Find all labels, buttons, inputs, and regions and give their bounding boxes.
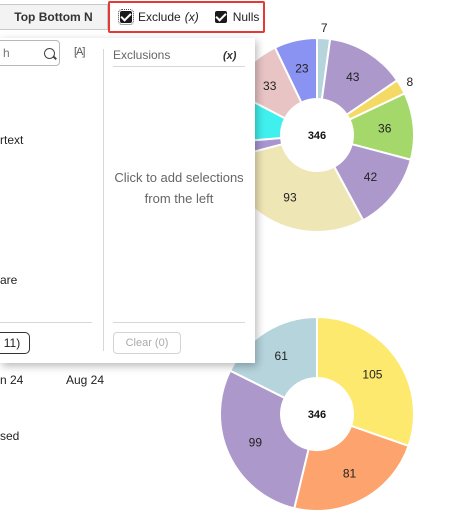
exclude-checkbox[interactable]: Exclude (x) xyxy=(118,9,199,25)
checkbox-checked-icon xyxy=(214,11,227,23)
top-bottom-n-tab[interactable]: Top Bottom N xyxy=(0,4,108,30)
date-label: Aug 24 xyxy=(66,373,105,387)
clear-button-label: Clear (0) xyxy=(125,337,169,349)
exclusions-badge: (x) xyxy=(223,50,237,62)
slice-label: 93 xyxy=(283,190,297,204)
list-item[interactable]: are xyxy=(0,273,18,287)
filter-panel xyxy=(0,38,255,363)
top-bottom-n-label: Top Bottom N xyxy=(14,10,93,24)
search-input-value: h xyxy=(3,46,10,60)
slice-label: 81 xyxy=(343,467,357,481)
checkbox-checked-icon xyxy=(118,9,134,25)
exclusions-title: Exclusions xyxy=(113,48,171,62)
donut-total-label: 346 xyxy=(308,130,326,142)
slice-label: 33 xyxy=(263,79,277,93)
donut-hole xyxy=(281,99,353,171)
panel-divider xyxy=(103,49,104,351)
slice-label: 99 xyxy=(249,436,263,450)
date-label: n 24 xyxy=(0,373,24,387)
donut-hole xyxy=(281,378,353,450)
slice-label: 43 xyxy=(346,70,360,84)
status-text: sed xyxy=(0,429,20,443)
clear-button[interactable]: Clear (0) xyxy=(113,332,181,354)
selection-count-button[interactable]: 11) xyxy=(0,332,30,354)
slice-label: 7 xyxy=(321,21,328,35)
exclusions-hint: Click to add selections from the left xyxy=(114,170,244,206)
list-footer-line xyxy=(0,322,92,323)
search-icon[interactable] xyxy=(44,48,55,59)
slice-label: 8 xyxy=(406,75,413,89)
exclude-label: Exclude xyxy=(138,10,181,24)
chart-1-slices: 743836429343323346 xyxy=(219,21,415,233)
exclude-nulls-highlight: Exclude (x) Nulls xyxy=(108,1,265,33)
match-case-icon[interactable]: [A] xyxy=(74,46,85,58)
exclude-suffix: (x) xyxy=(184,10,199,24)
chart-2-slices: 105 81 99 61 346 xyxy=(219,315,415,511)
nulls-checkbox[interactable]: Nulls xyxy=(214,10,260,24)
slice-label: 36 xyxy=(378,122,392,136)
list-item[interactable]: rtext xyxy=(0,133,24,147)
slice-label: 42 xyxy=(364,170,378,184)
exclusions-footer-line xyxy=(113,322,245,323)
slice-label: 105 xyxy=(362,368,382,382)
slice-label: 61 xyxy=(275,349,289,363)
exclusions-header-line xyxy=(113,66,245,67)
slice-label: 23 xyxy=(295,62,309,76)
nulls-label: Nulls xyxy=(232,10,260,24)
donut-total-label: 346 xyxy=(308,409,326,421)
selection-count-label: 11) xyxy=(3,336,21,350)
